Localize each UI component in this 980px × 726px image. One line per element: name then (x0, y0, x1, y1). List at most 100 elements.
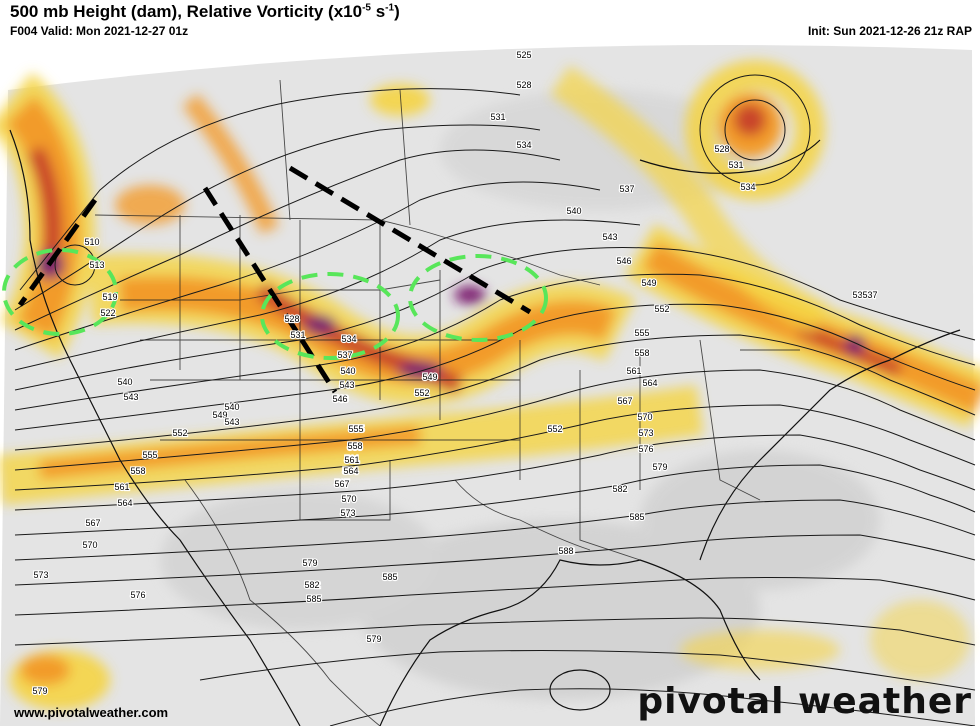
height-label: 555 (349, 424, 364, 434)
height-label: 549 (422, 372, 437, 382)
trough-line-central (202, 186, 338, 394)
height-label: 564 (342, 466, 357, 476)
height-label: 537 (862, 290, 877, 300)
height-label: 531 (490, 112, 505, 122)
height-label: 585 (382, 572, 397, 582)
height-label: 531 (728, 160, 743, 170)
political-borders (94, 79, 800, 726)
height-label: 525 (516, 50, 531, 60)
height-label: 585 (629, 512, 644, 522)
height-label: 555 (634, 328, 649, 338)
chart-title: 500 mb Height (dam), Relative Vorticity … (10, 2, 400, 21)
height-label: 561 (114, 482, 129, 492)
height-label: 567 (334, 478, 349, 488)
website-label: www.pivotalweather.com (14, 705, 169, 720)
brand-logo-text: pivotal weather (637, 681, 972, 722)
height-label: 522 (100, 308, 115, 318)
height-label: 585 (306, 594, 321, 604)
height-label: 588 (559, 546, 574, 556)
vort-circle-west (2, 248, 118, 336)
height-label: 579 (652, 462, 667, 472)
height-label: 588 (382, 572, 397, 582)
height-label: 510 (84, 237, 99, 247)
height-label: 546 (332, 394, 347, 404)
height-label: 573 (340, 508, 355, 518)
height-label: 573 (33, 570, 48, 580)
height-label: 558 (347, 442, 362, 452)
height-label: 576 (130, 590, 145, 600)
valid-time: F004 Valid: Mon 2021-12-27 01z (10, 24, 189, 38)
height-contours (14, 74, 976, 726)
height-label: 582 (305, 580, 320, 590)
height-label: 513 (89, 260, 104, 270)
height-label: 546 (333, 394, 348, 404)
height-label: 531 (290, 330, 305, 340)
vort-max-circles (2, 248, 548, 360)
height-label: 570 (341, 494, 356, 504)
height-label: 534 (516, 140, 531, 150)
height-label: 579 (302, 558, 317, 568)
height-label: 540 (224, 402, 239, 412)
height-label: 552 (547, 424, 562, 434)
height-label: 555 (348, 424, 363, 434)
height-label: 576 (130, 590, 145, 600)
height-label: 549 (641, 278, 656, 288)
height-label: 540 (566, 206, 581, 216)
height-label: 573 (340, 508, 355, 518)
height-label: 558 (634, 348, 649, 358)
trough-line-west (17, 198, 98, 307)
height-label: 519 (102, 292, 117, 302)
trough-lines (17, 165, 532, 394)
height-label: 528 (284, 314, 299, 324)
vorticity-shading (0, 60, 980, 710)
vort-circle-east (408, 254, 548, 342)
vort-circle-central (260, 272, 400, 360)
height-label: 564 (642, 378, 657, 388)
height-label: 543 (339, 380, 354, 390)
height-label: 576 (638, 444, 653, 454)
height-label: 552 (654, 304, 669, 314)
height-label: 528 (516, 80, 531, 90)
height-label: 570 (341, 494, 356, 504)
height-label: 573 (638, 428, 653, 438)
height-label: 543 (123, 392, 138, 402)
height-label: 534 (740, 182, 755, 192)
height-label: 534 (341, 334, 356, 344)
height-label: 570 (637, 412, 652, 422)
height-label: 543 (224, 417, 239, 427)
height-label: 537 (619, 184, 634, 194)
height-label: 528 (714, 144, 729, 154)
height-label: 567 (617, 396, 632, 406)
height-label: 546 (616, 256, 631, 266)
height-label: 540 (340, 366, 355, 376)
height-label: 540 (117, 377, 132, 387)
height-label: 552 (172, 428, 187, 438)
height-label: 552 (414, 388, 429, 398)
height-label: 537 (337, 350, 352, 360)
height-label: 582 (612, 484, 627, 494)
height-label: 558 (347, 441, 362, 451)
chart-header: 500 mb Height (dam), Relative Vorticity … (0, 0, 980, 40)
coastlines (9, 129, 961, 726)
height-label: 558 (130, 466, 145, 476)
height-label: 567 (334, 479, 349, 489)
height-label: 582 (304, 580, 319, 590)
gray-texture (160, 90, 880, 700)
height-label: 555 (142, 450, 157, 460)
height-label: 543 (602, 232, 617, 242)
height-label: 579 (32, 686, 47, 696)
height-label: 570 (82, 540, 97, 550)
height-label: 588 (558, 546, 573, 556)
height-label: 549 (212, 410, 227, 420)
height-label: 564 (117, 498, 132, 508)
height-labels: 5255285315345375405435465495525555585615… (31, 49, 878, 697)
height-label: 561 (344, 455, 359, 465)
height-label: 564 (343, 466, 358, 476)
init-time: Init: Sun 2021-12-26 21z RAP (807, 24, 972, 38)
height-label: 567 (85, 518, 100, 528)
height-label: 537 (852, 290, 867, 300)
height-label: 579 (366, 634, 381, 644)
height-label: 561 (344, 454, 359, 464)
weather-map: 5255285315345375405435465495525555585615… (0, 45, 980, 726)
trough-line-east (288, 165, 532, 315)
